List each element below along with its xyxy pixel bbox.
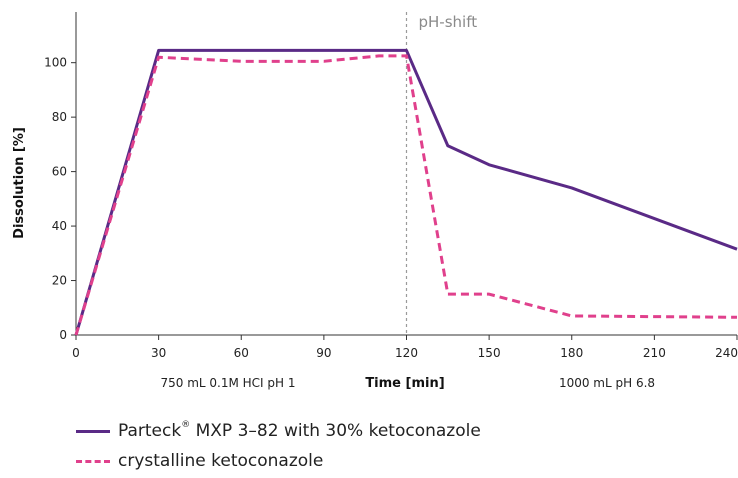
y-axis-title: Dissolution [%] (12, 127, 27, 239)
x-axis-title: Time [min] (365, 376, 444, 391)
legend-label-parteck: Parteck® MXP 3–82 with 30% ketoconazole (118, 420, 481, 441)
y-tick-label: 20 (52, 274, 67, 288)
x-axis-ticks: 0 30 60 90 120 150 180 210 240 (72, 335, 738, 360)
x-tick-label: 0 (72, 346, 80, 360)
x-tick-label: 240 (715, 346, 738, 360)
legend-swatch-solid (76, 429, 110, 433)
y-tick-label: 40 (52, 219, 67, 233)
y-axis-ticks: 0 20 40 60 80 100 (44, 56, 76, 342)
series-lines (74, 48, 738, 336)
y-tick-label: 80 (52, 110, 67, 124)
series-line-crystalline (74, 54, 738, 336)
legend: Parteck® MXP 3–82 with 30% ketoconazole … (76, 418, 481, 478)
x-tick-label: 210 (643, 346, 666, 360)
x-tick-label: 120 (395, 346, 418, 360)
condition-label-acid: 750 mL 0.1M HCI pH 1 (160, 376, 295, 390)
dissolution-chart: 0 20 40 60 80 100 0 30 60 90 120 150 180 210 240 pH-s… (12, 12, 738, 391)
legend-item-parteck: Parteck® MXP 3–82 with 30% ketoconazole (76, 418, 481, 444)
condition-label-buffer: 1000 mL pH 6.8 (559, 376, 655, 390)
x-tick-label: 30 (151, 346, 166, 360)
legend-label-crystalline: crystalline ketoconazole (118, 451, 324, 471)
legend-swatch-dashed (76, 459, 110, 463)
x-tick-label: 180 (560, 346, 583, 360)
x-tick-label: 150 (478, 346, 501, 360)
ph-shift-label: pH-shift (419, 13, 478, 31)
legend-item-crystalline: crystalline ketoconazole (76, 448, 481, 474)
x-tick-label: 60 (234, 346, 249, 360)
y-tick-label: 0 (59, 328, 67, 342)
x-tick-label: 90 (316, 346, 331, 360)
series-line-parteck (74, 48, 738, 336)
y-tick-label: 60 (52, 165, 67, 179)
y-tick-label: 100 (44, 56, 67, 70)
